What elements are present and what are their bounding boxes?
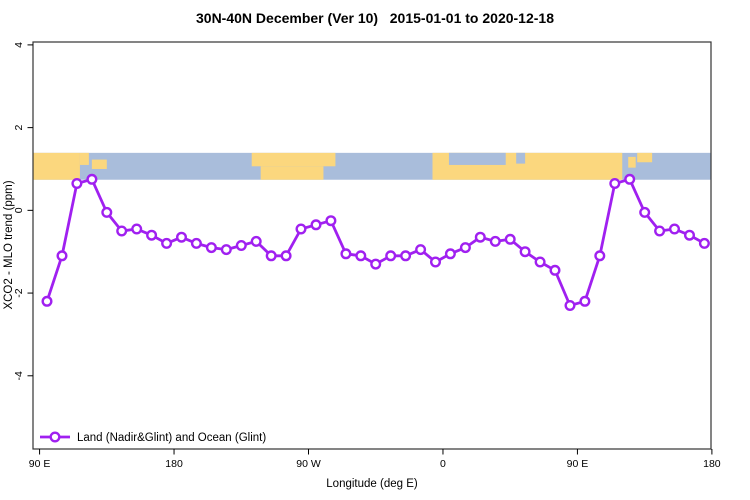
data-point: [504, 233, 516, 245]
data-point: [86, 173, 98, 185]
x-tick-label: 0: [440, 458, 446, 470]
legend-label: Land (Nadir&Glint) and Ocean (Glint): [77, 432, 266, 444]
map-band-land: [260, 166, 324, 180]
data-point: [280, 250, 292, 262]
x-tick-label: 180: [703, 458, 721, 470]
data-point: [519, 246, 531, 258]
data-point: [310, 219, 322, 231]
map-band-land: [251, 152, 336, 167]
data-point: [41, 295, 53, 307]
map-band-sea-patch: [516, 152, 526, 164]
data-point: [534, 256, 546, 268]
data-point: [400, 250, 412, 262]
map-band-land: [637, 152, 653, 163]
data-point: [654, 225, 666, 237]
data-point: [265, 250, 277, 262]
map-band-land: [79, 152, 89, 165]
data-point: [639, 206, 651, 218]
y-tick-label: 4: [13, 42, 25, 48]
data-point: [430, 256, 442, 268]
map-band-land: [628, 156, 636, 168]
y-tick-label: 0: [13, 207, 25, 213]
map-band-land: [91, 159, 107, 169]
data-point: [684, 229, 696, 241]
data-point: [355, 250, 367, 262]
y-tick-label: 2: [13, 125, 25, 131]
data-point: [131, 223, 143, 235]
data-point: [325, 215, 337, 227]
data-point: [175, 231, 187, 243]
data-point: [474, 231, 486, 243]
data-point: [295, 223, 307, 235]
y-tick-label: -4: [13, 371, 25, 380]
x-tick-label: 180: [165, 458, 183, 470]
data-point: [594, 250, 606, 262]
data-point: [609, 177, 621, 189]
data-point: [340, 248, 352, 260]
plot-border: [32, 41, 712, 450]
chart-title: 30N-40N December (Ver 10) 2015-01-01 to …: [196, 10, 554, 26]
data-point: [444, 248, 456, 260]
data-point: [235, 239, 247, 251]
data-point: [190, 237, 202, 249]
data-point: [459, 242, 471, 254]
x-tick-label: 90 W: [296, 458, 321, 470]
data-point: [698, 237, 710, 249]
data-point: [385, 250, 397, 262]
y-axis-title: XCO2 - MLO trend (ppm): [3, 180, 15, 309]
data-point: [564, 300, 576, 312]
legend-marker-sample: [49, 431, 61, 443]
data-point: [370, 258, 382, 270]
data-point: [624, 173, 636, 185]
data-point: [415, 244, 427, 256]
data-point: [146, 229, 158, 241]
data-point: [250, 235, 262, 247]
data-point: [205, 242, 217, 254]
x-axis-title: Longitude (deg E): [326, 478, 418, 490]
x-tick-label: 90 E: [567, 458, 589, 470]
x-tick-label: 90 E: [29, 458, 51, 470]
data-point: [549, 264, 561, 276]
data-point: [579, 295, 591, 307]
data-point: [56, 250, 68, 262]
data-point: [220, 244, 232, 256]
map-band-land: [33, 152, 80, 180]
map-band-sea-patch: [448, 152, 506, 165]
data-point: [71, 177, 83, 189]
data-point: [669, 223, 681, 235]
data-line: [45, 177, 706, 307]
data-point: [161, 237, 173, 249]
y-tick-label: -2: [13, 288, 25, 297]
data-point: [489, 235, 501, 247]
data-point: [101, 206, 113, 218]
data-point: [116, 225, 128, 237]
